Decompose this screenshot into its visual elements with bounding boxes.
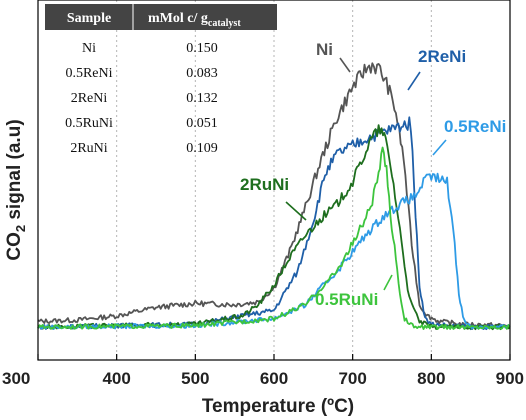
table-header-bg — [45, 4, 277, 30]
x-tick-label-900: 900 — [496, 369, 524, 388]
series-label-2reni: 2ReNi — [418, 47, 466, 66]
x-ticks: 300 400 500 600 700 800 900 — [2, 354, 524, 388]
series-label-05reni: 0.5ReNi — [444, 117, 506, 136]
series-label-ni: Ni — [316, 40, 333, 59]
table-cell-value: 0.083 — [186, 66, 218, 81]
table-cell-value: 0.150 — [186, 41, 218, 56]
table-cell-sample: 0.5RuNi — [65, 116, 113, 131]
table-header-sample: Sample — [67, 11, 111, 26]
table-cell-value: 0.051 — [186, 116, 218, 131]
series-label-2runi: 2RuNi — [240, 175, 289, 194]
x-axis-title: Temperature (ºC) — [202, 396, 354, 417]
table-cell-sample: Ni — [82, 41, 96, 56]
x-tick-label-600: 600 — [260, 369, 288, 388]
curves — [37, 62, 511, 331]
data-table: Sample mMol c/ gcatalyst Ni 0.150 0.5ReNi 0… — [45, 4, 277, 156]
x-tick-label-700: 700 — [338, 369, 366, 388]
table-header-value: mMol c/ gcatalyst — [148, 11, 241, 29]
x-tick-label-800: 800 — [417, 369, 445, 388]
table-cell-value: 0.132 — [186, 91, 218, 106]
table-cell-sample: 2ReNi — [71, 91, 108, 106]
series-labels: Ni 2ReNi 0.5ReNi 2RuNi 0.5RuNi — [240, 40, 506, 309]
arrow-05runi — [383, 274, 393, 291]
series-label-05runi: 0.5RuNi — [315, 290, 378, 309]
series-line-05runi — [37, 146, 511, 331]
table-cell-sample: 2RuNi — [70, 141, 107, 156]
arrow-2reni — [407, 71, 421, 91]
arrow-2runi — [285, 201, 307, 221]
table-cell-value: 0.109 — [186, 141, 218, 156]
x-tick-label-500: 500 — [181, 369, 209, 388]
arrow-05reni — [432, 139, 447, 156]
x-tick-label-400: 400 — [102, 369, 130, 388]
table-cell-sample: 0.5ReNi — [65, 66, 112, 81]
arrow-ni — [339, 57, 351, 73]
series-line-2reni — [37, 116, 511, 331]
x-tick-label-300: 300 — [2, 369, 30, 388]
y-axis-title: CO2 signal (a.u) — [4, 119, 28, 260]
